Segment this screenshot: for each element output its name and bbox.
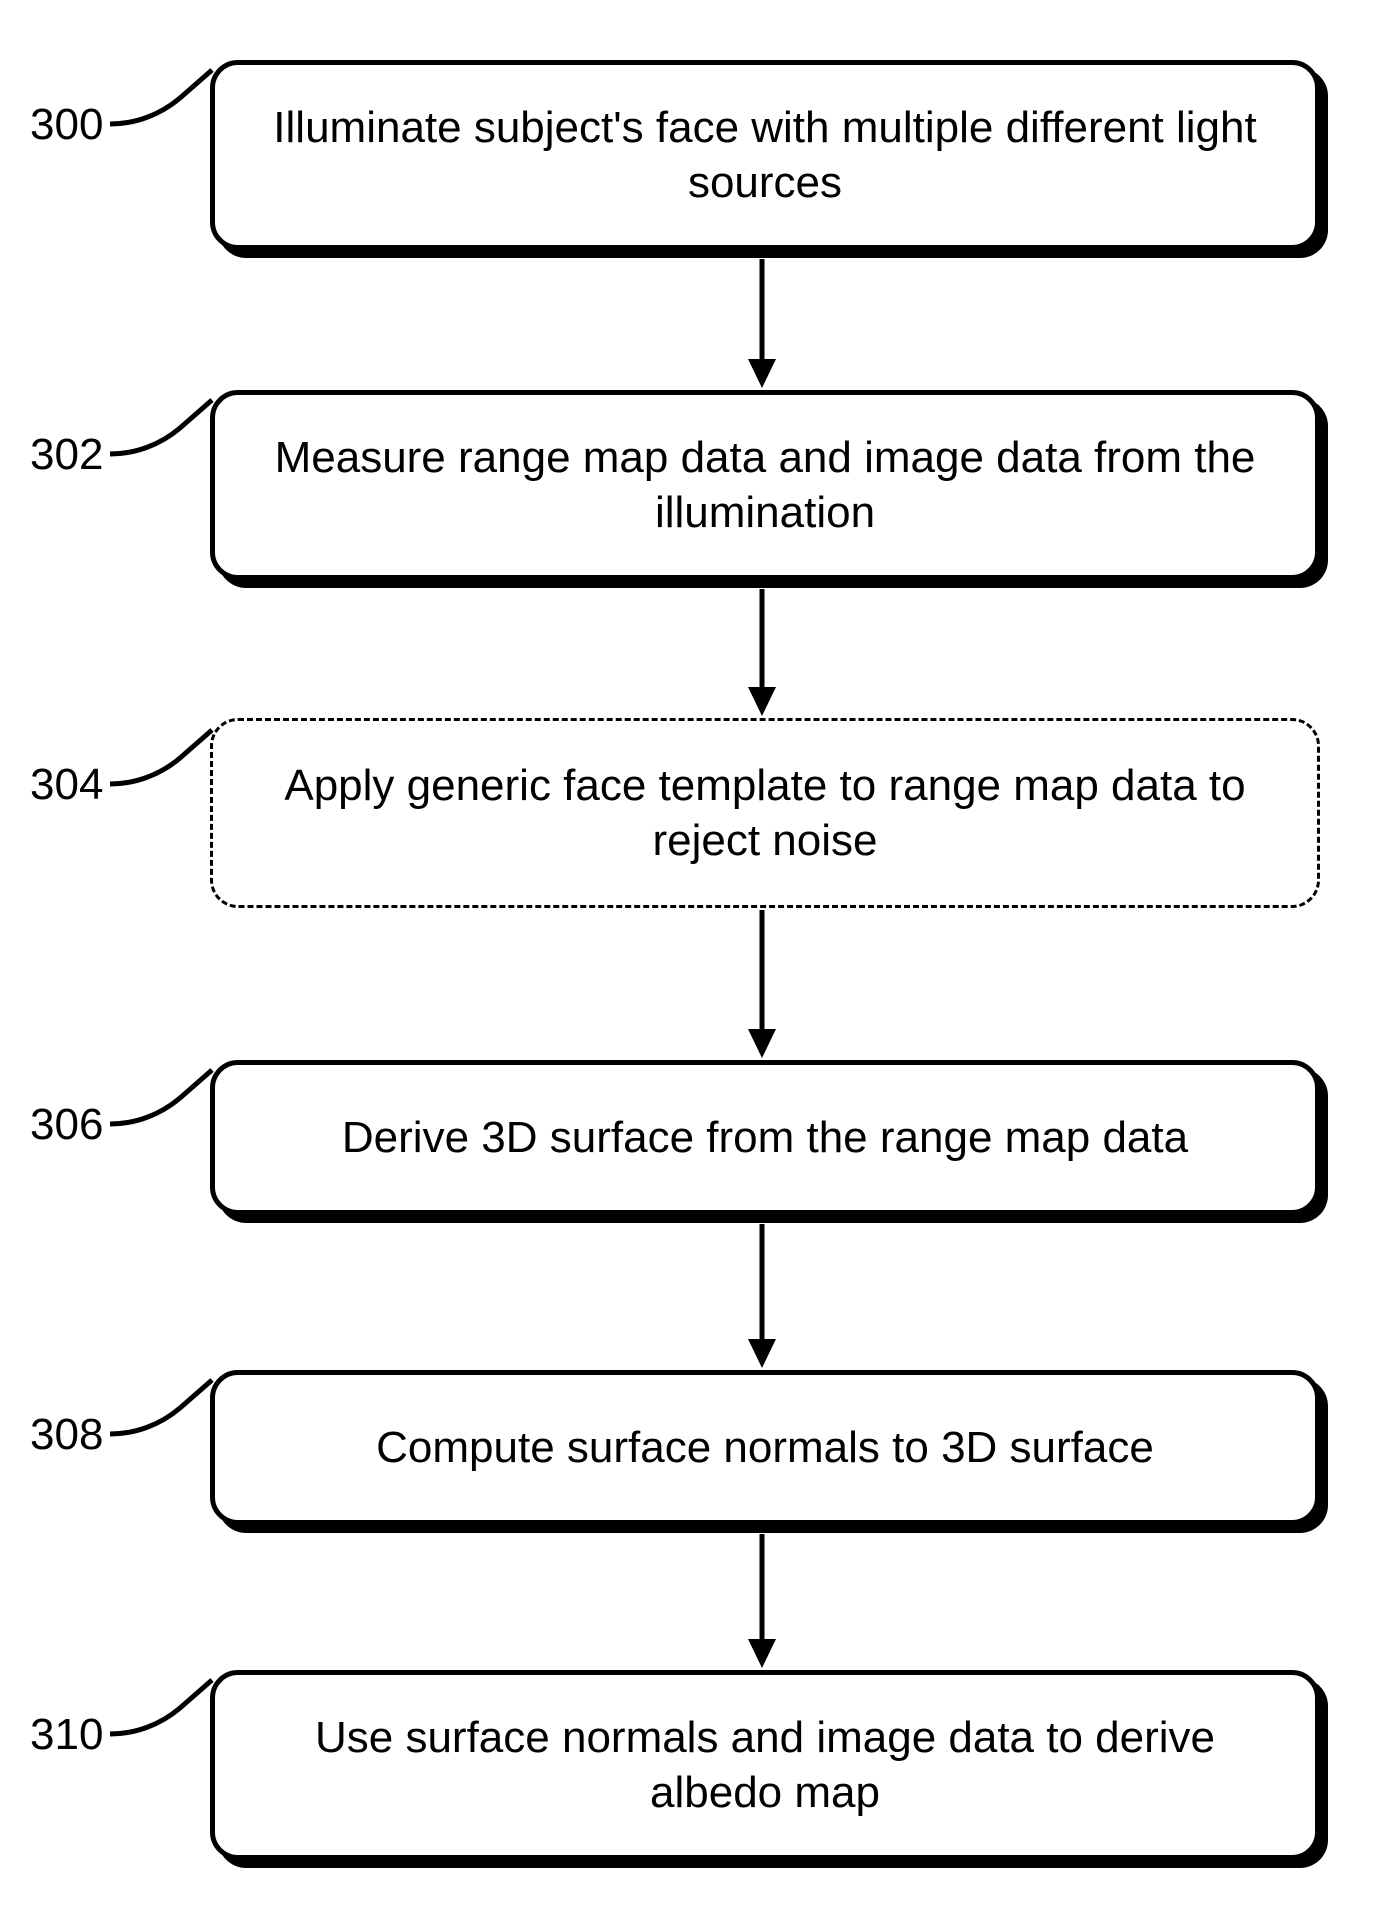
arrow-304-306 xyxy=(740,910,784,1060)
arrow-300-302 xyxy=(740,259,784,390)
step-text-306: Derive 3D surface from the range map dat… xyxy=(312,1110,1218,1165)
step-text-300: Illuminate subject's face with multiple … xyxy=(215,100,1315,210)
step-label-300: 300 xyxy=(30,100,103,150)
arrow-306-308 xyxy=(740,1224,784,1370)
step-label-302: 302 xyxy=(30,430,103,480)
step-box-302: Measure range map data and image data fr… xyxy=(210,390,1320,580)
callout-connectors xyxy=(0,0,230,1907)
step-label-310: 310 xyxy=(30,1710,103,1760)
step-text-302: Measure range map data and image data fr… xyxy=(215,430,1315,540)
step-box-300: Illuminate subject's face with multiple … xyxy=(210,60,1320,250)
step-label-308: 308 xyxy=(30,1410,103,1460)
step-text-308: Compute surface normals to 3D surface xyxy=(346,1420,1184,1475)
arrow-308-310 xyxy=(740,1534,784,1670)
step-text-310: Use surface normals and image data to de… xyxy=(215,1710,1315,1820)
step-box-304: Apply generic face template to range map… xyxy=(210,718,1320,908)
step-box-308: Compute surface normals to 3D surface xyxy=(210,1370,1320,1525)
flowchart-canvas: 300 302 304 306 308 310 Illuminate subje… xyxy=(0,0,1391,1907)
step-label-304: 304 xyxy=(30,760,103,810)
arrow-302-304 xyxy=(740,589,784,718)
step-label-306: 306 xyxy=(30,1100,103,1150)
step-box-306: Derive 3D surface from the range map dat… xyxy=(210,1060,1320,1215)
step-text-304: Apply generic face template to range map… xyxy=(213,758,1317,868)
step-box-310: Use surface normals and image data to de… xyxy=(210,1670,1320,1860)
